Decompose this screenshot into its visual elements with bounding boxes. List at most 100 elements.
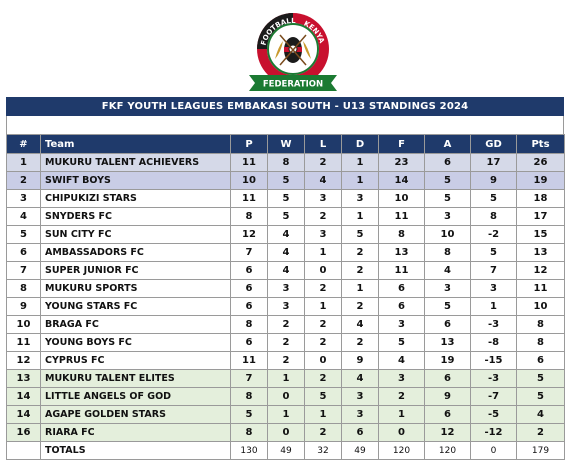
gd-cell: 3 — [470, 279, 517, 298]
against-cell: 5 — [424, 189, 471, 208]
team-cell: LITTLE ANGELS OF GOD — [40, 387, 231, 406]
lost-cell: 2 — [304, 369, 342, 388]
won-cell: 5 — [267, 207, 305, 226]
drawn-cell: 4 — [341, 369, 379, 388]
gd-cell: 5 — [470, 243, 517, 262]
for-cell: 2 — [378, 387, 425, 406]
pos-cell: 8 — [6, 279, 41, 298]
header-team: Team — [40, 134, 231, 154]
drawn-cell: 2 — [341, 261, 379, 280]
gd-cell: -3 — [470, 369, 517, 388]
points-cell: 18 — [516, 189, 565, 208]
played-cell: 10 — [230, 171, 268, 190]
header-won: W — [267, 134, 305, 154]
table-row: 1 MUKURU TALENT ACHIEVERS 11 8 2 1 23 6 17 26 — [6, 153, 565, 172]
won-cell: 1 — [267, 405, 305, 424]
points-cell: 6 — [516, 351, 565, 370]
won-cell: 5 — [267, 189, 305, 208]
played-cell: 8 — [230, 207, 268, 226]
header-played: P — [230, 134, 268, 154]
played-cell: 11 — [230, 351, 268, 370]
won-cell: 0 — [267, 387, 305, 406]
points-cell: 8 — [516, 333, 565, 352]
pos-cell: 1 — [6, 153, 41, 172]
points-cell: 26 — [516, 153, 565, 172]
team-cell: AMBASSADORS FC — [40, 243, 231, 262]
against-cell: 3 — [424, 207, 471, 226]
lost-cell: 2 — [304, 423, 342, 442]
points-cell: 10 — [516, 297, 565, 316]
won-cell: 4 — [267, 243, 305, 262]
fkf-crest-icon: FOOTBALL KENYA FEDERATION — [249, 13, 337, 91]
team-cell: BRAGA FC — [40, 315, 231, 334]
against-cell: 5 — [424, 297, 471, 316]
gd-cell: 5 — [470, 189, 517, 208]
drawn-cell: 1 — [341, 279, 379, 298]
pos-cell: 2 — [6, 171, 41, 190]
team-cell: CHIPUKIZI STARS — [40, 189, 231, 208]
played-cell: 6 — [230, 333, 268, 352]
lost-cell: 2 — [304, 279, 342, 298]
for-cell: 0 — [378, 423, 425, 442]
pos-cell: 7 — [6, 261, 41, 280]
gd-cell: 17 — [470, 153, 517, 172]
pos-cell: 14 — [6, 387, 41, 406]
points-cell: 11 — [516, 279, 565, 298]
totals-w-cell: 49 — [267, 441, 305, 460]
won-cell: 8 — [267, 153, 305, 172]
lost-cell: 3 — [304, 225, 342, 244]
for-cell: 1 — [378, 405, 425, 424]
played-cell: 6 — [230, 297, 268, 316]
totals-a-cell: 120 — [424, 441, 471, 460]
table-row: 11 YOUNG BOYS FC 6 2 2 2 5 13 -8 8 — [6, 333, 565, 352]
drawn-cell: 4 — [341, 315, 379, 334]
for-cell: 6 — [378, 279, 425, 298]
points-cell: 15 — [516, 225, 565, 244]
against-cell: 6 — [424, 405, 471, 424]
pos-cell: 16 — [6, 423, 41, 442]
drawn-cell: 3 — [341, 405, 379, 424]
team-cell: MUKURU TALENT ACHIEVERS — [40, 153, 231, 172]
lost-cell: 2 — [304, 333, 342, 352]
played-cell: 11 — [230, 153, 268, 172]
lost-cell: 3 — [304, 189, 342, 208]
points-cell: 5 — [516, 369, 565, 388]
lost-cell: 1 — [304, 405, 342, 424]
for-cell: 3 — [378, 315, 425, 334]
gd-cell: -2 — [470, 225, 517, 244]
drawn-cell: 1 — [341, 171, 379, 190]
gd-cell: 7 — [470, 261, 517, 280]
totals-pos-cell — [6, 441, 41, 460]
against-cell: 5 — [424, 171, 471, 190]
table-row: 2 SWIFT BOYS 10 5 4 1 14 5 9 19 — [6, 171, 565, 190]
team-cell: MUKURU TALENT ELITES — [40, 369, 231, 388]
points-cell: 4 — [516, 405, 565, 424]
won-cell: 0 — [267, 423, 305, 442]
gd-cell: -5 — [470, 405, 517, 424]
pos-cell: 13 — [6, 369, 41, 388]
table-row: 13 MUKURU TALENT ELITES 7 1 2 4 3 6 -3 5 — [6, 369, 565, 388]
totals-l-cell: 32 — [304, 441, 342, 460]
gd-cell: 9 — [470, 171, 517, 190]
table-row: 10 BRAGA FC 8 2 2 4 3 6 -3 8 — [6, 315, 565, 334]
pos-cell: 12 — [6, 351, 41, 370]
for-cell: 6 — [378, 297, 425, 316]
header-goal-difference: GD — [470, 134, 517, 154]
team-cell: RIARA FC — [40, 423, 231, 442]
against-cell: 4 — [424, 261, 471, 280]
for-cell: 14 — [378, 171, 425, 190]
drawn-cell: 2 — [341, 243, 379, 262]
won-cell: 2 — [267, 351, 305, 370]
team-cell: YOUNG BOYS FC — [40, 333, 231, 352]
won-cell: 4 — [267, 225, 305, 244]
gd-cell: 8 — [470, 207, 517, 226]
points-cell: 12 — [516, 261, 565, 280]
header-drawn: D — [341, 134, 379, 154]
against-cell: 9 — [424, 387, 471, 406]
points-cell: 19 — [516, 171, 565, 190]
totals-row: TOTALS 130 49 32 49 120 120 0 179 — [6, 441, 565, 460]
points-cell: 2 — [516, 423, 565, 442]
lost-cell: 5 — [304, 387, 342, 406]
for-cell: 3 — [378, 369, 425, 388]
played-cell: 7 — [230, 369, 268, 388]
